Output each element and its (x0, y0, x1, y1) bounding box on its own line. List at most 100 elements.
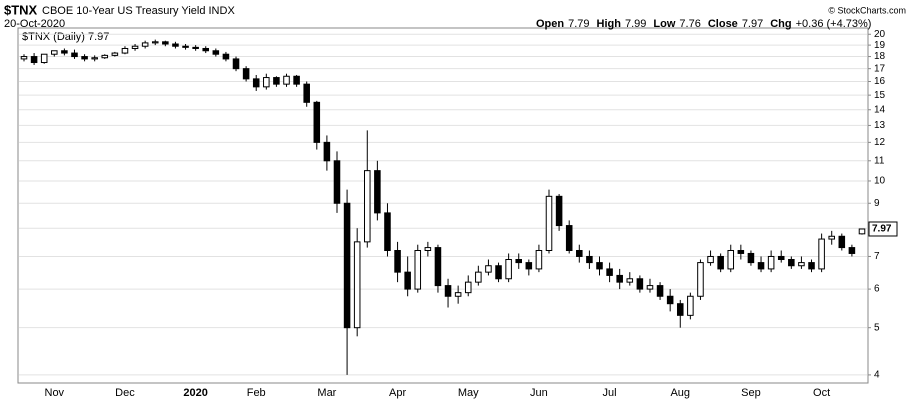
candle-body (535, 249, 543, 270)
candle-body (424, 247, 432, 251)
stat-value: 7.76 (679, 18, 700, 30)
candle-body (192, 46, 199, 49)
candle-body (323, 141, 331, 162)
candle-body (151, 41, 159, 44)
candle-body (545, 195, 553, 251)
x-tick-label: Dec (115, 387, 135, 399)
candle-body (434, 247, 442, 287)
candle-body (454, 292, 462, 297)
candle-body (364, 170, 371, 243)
candle-body (838, 235, 846, 249)
candle-body (737, 249, 745, 254)
candle-body (232, 58, 240, 70)
candle-body (252, 78, 260, 88)
candle-body (606, 268, 613, 276)
candle-body (333, 160, 341, 204)
candle-body (172, 43, 179, 47)
candle-body (798, 262, 805, 267)
candle-body (222, 53, 230, 60)
y-tick-label: 16 (874, 76, 886, 87)
candle-body (202, 47, 210, 52)
candle-body (485, 265, 492, 273)
stat-label: Chg (770, 18, 791, 30)
candle-body (353, 241, 361, 329)
candle-body (303, 83, 310, 103)
candle-body (727, 249, 735, 270)
candle-body (162, 41, 169, 45)
candle-body (394, 249, 401, 273)
y-tick-label: 14 (874, 104, 886, 115)
symbol: $TNX (4, 2, 38, 17)
x-tick-label: Feb (247, 387, 266, 399)
stat-value: 7.79 (568, 18, 589, 30)
candle-body (464, 281, 472, 294)
y-tick-label: 10 (874, 176, 886, 187)
candle-body (30, 56, 38, 64)
stat-value: 7.99 (625, 18, 646, 30)
x-tick-label: Oct (813, 387, 830, 399)
candle-body (565, 225, 573, 251)
y-tick-label: 4 (874, 370, 880, 381)
candle-body (525, 262, 533, 270)
y-tick-label: 17 (874, 63, 886, 74)
y-tick-label: 7 (874, 251, 880, 262)
y-tick-label: 13 (874, 120, 886, 131)
candle-body (697, 262, 704, 297)
y-tick-label: 6 (874, 284, 880, 295)
x-tick-label: Sep (741, 387, 761, 399)
x-tick-label: Nov (45, 387, 65, 399)
candle-body (666, 295, 674, 305)
candle-body (141, 42, 149, 47)
candle-body (636, 278, 644, 290)
last-value-label: 7.97 (872, 224, 892, 235)
candle-body (656, 285, 664, 297)
stat-value: +0.36 (+4.73%) (796, 18, 872, 30)
candle-body (263, 77, 270, 88)
candle-body (646, 285, 654, 290)
y-tick-label: 15 (874, 90, 886, 101)
candle-body (414, 249, 422, 290)
candle-body (40, 53, 48, 64)
candle-body (596, 262, 603, 270)
candle-body (121, 47, 129, 54)
stat-label: Close (708, 18, 738, 30)
candle-body (676, 303, 684, 316)
stat-label: Open (536, 18, 564, 30)
stat-label: High (597, 18, 622, 30)
candle-body (71, 52, 78, 58)
candle-body (848, 247, 856, 254)
candle-body (707, 255, 714, 264)
candle-body (444, 285, 452, 297)
plot-frame (17, 27, 869, 384)
chart-title: CBOE 10-Year US Treasury Yield INDX (42, 5, 235, 17)
y-tick-label: 5 (874, 322, 880, 333)
candle-body (313, 101, 321, 143)
date: 20-Oct-2020 (4, 18, 65, 30)
candle-body (777, 255, 785, 261)
candle-body (212, 50, 220, 55)
candle-body (61, 50, 68, 54)
candle-body (51, 50, 58, 55)
candle-body (111, 52, 119, 56)
x-tick-label: Jun (530, 387, 548, 399)
candle-body (81, 56, 88, 60)
legend: $TNX (Daily) 7.97 (22, 31, 109, 43)
x-tick-label: May (458, 387, 479, 399)
candle-body (293, 75, 300, 85)
last-value-box (868, 221, 898, 237)
candle-body (283, 75, 290, 85)
y-tick-label: 19 (874, 40, 886, 51)
candle-body (182, 45, 189, 48)
candle-body (717, 255, 724, 270)
y-tick-label: 11 (874, 155, 885, 166)
x-tick-label: Aug (670, 387, 690, 399)
candle-body (273, 77, 280, 85)
candle-body (374, 170, 381, 214)
candle-body (343, 202, 351, 329)
candle-body (242, 68, 250, 80)
candle-body (616, 274, 623, 283)
y-tick-label: 20 (874, 29, 886, 40)
candle-body (555, 195, 563, 227)
